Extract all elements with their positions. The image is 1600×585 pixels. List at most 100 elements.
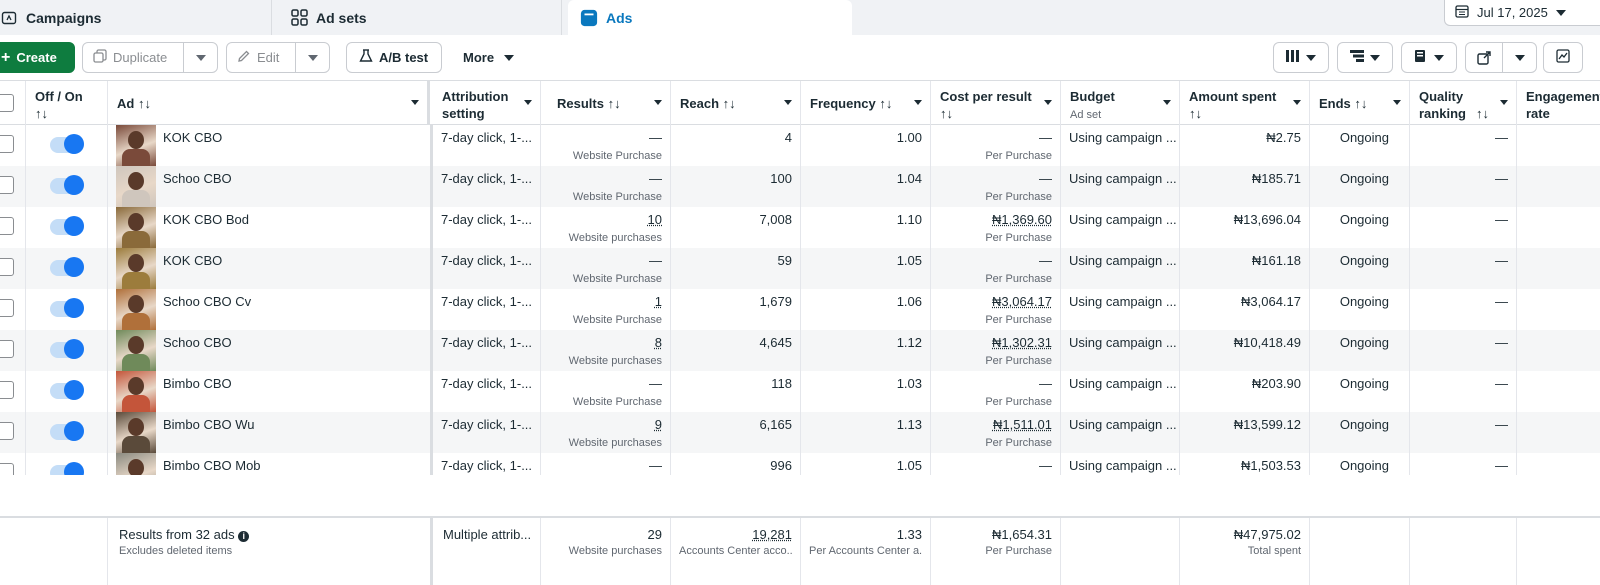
select-all-checkbox[interactable] xyxy=(0,94,14,112)
cell-amount-spent: ₦3,064.17 xyxy=(1180,289,1310,330)
ad-thumbnail[interactable] xyxy=(116,248,156,289)
cell-cost-per-result-value[interactable]: ₦3,064.17 xyxy=(992,294,1052,309)
ad-thumbnail[interactable] xyxy=(116,330,156,371)
row-checkbox[interactable] xyxy=(0,381,14,399)
ad-thumbnail[interactable] xyxy=(116,453,156,475)
duplicate-dropdown[interactable] xyxy=(183,43,217,72)
ad-thumbnail[interactable] xyxy=(116,289,156,330)
ad-name[interactable]: KOK CBO xyxy=(163,253,223,268)
export-dropdown[interactable] xyxy=(1502,43,1536,72)
cell-results-value[interactable]: 1 xyxy=(654,294,662,309)
header-ad[interactable]: Ad ↑↓ xyxy=(108,81,430,125)
header-cost-per-result[interactable]: Cost per result ↑↓ xyxy=(931,81,1061,125)
table-row[interactable]: Bimbo CBO Wu 7-day click, 1-... 9 Website p… xyxy=(0,412,1600,453)
ad-toggle-knob[interactable] xyxy=(64,421,84,441)
cell-ad[interactable]: KOK CBO xyxy=(108,125,433,166)
row-checkbox[interactable] xyxy=(0,463,14,475)
header-engagement-ranking[interactable]: Engagement rate ranking xyxy=(1517,81,1600,125)
export-button[interactable] xyxy=(1465,42,1537,73)
table-row[interactable]: Bimbo CBO 7-day click, 1-... — Website Purc… xyxy=(0,371,1600,412)
tab-adsets[interactable]: Ad sets xyxy=(276,0,562,35)
ad-name[interactable]: Schoo CBO Cv xyxy=(163,294,252,309)
header-ends[interactable]: Ends ↑↓ xyxy=(1310,81,1410,125)
cell-select xyxy=(0,207,26,248)
table-row[interactable]: KOK CBO 7-day click, 1-... — Website Purcha… xyxy=(0,125,1600,166)
chevron-down-icon xyxy=(1293,100,1301,105)
row-checkbox[interactable] xyxy=(0,340,14,358)
table-row[interactable]: KOK CBO Bod 7-day click, 1-... 10 Website p… xyxy=(0,207,1600,248)
cell-results-value[interactable]: 9 xyxy=(654,417,662,432)
cell-cost-per-result-value[interactable]: ₦1,511.01 xyxy=(992,417,1052,432)
cell-cost-per-result-value[interactable]: ₦1,369.60 xyxy=(992,212,1052,227)
row-checkbox[interactable] xyxy=(0,217,14,235)
cell-ad[interactable]: Bimbo CBO Wu xyxy=(108,412,433,453)
ad-name[interactable]: KOK CBO xyxy=(163,130,223,145)
cell-ad[interactable]: Schoo CBO xyxy=(108,166,433,207)
ad-toggle-knob[interactable] xyxy=(64,134,84,154)
cell-reach-value: 59 xyxy=(777,253,792,268)
ad-thumbnail[interactable] xyxy=(116,125,156,166)
tab-ads[interactable]: Ads xyxy=(568,0,852,35)
cell-ad[interactable]: KOK CBO Bod xyxy=(108,207,433,248)
more-button[interactable]: More xyxy=(450,42,526,73)
ad-name[interactable]: Schoo CBO xyxy=(163,171,232,186)
cell-ad[interactable]: Bimbo CBO xyxy=(108,371,433,412)
cell-ad[interactable]: Bimbo CBO Mob xyxy=(108,453,433,475)
ab-test-button[interactable]: A/B test xyxy=(346,42,442,73)
row-checkbox[interactable] xyxy=(0,258,14,276)
tab-campaigns[interactable]: Campaigns xyxy=(0,0,272,35)
cell-ad[interactable]: KOK CBO xyxy=(108,248,433,289)
cell-amount-spent: ₦203.90 xyxy=(1180,371,1310,412)
chart-button[interactable] xyxy=(1543,42,1583,73)
header-results[interactable]: Results ↑↓ xyxy=(541,81,671,125)
ad-toggle-knob[interactable] xyxy=(64,216,84,236)
header-reach[interactable]: Reach ↑↓ xyxy=(671,81,801,125)
cell-results-value[interactable]: 10 xyxy=(647,212,662,227)
footer-quality xyxy=(1410,518,1517,585)
row-checkbox[interactable] xyxy=(0,135,14,153)
ad-name[interactable]: Bimbo CBO xyxy=(163,376,232,391)
table-row[interactable]: Schoo CBO Cv 7-day click, 1-... 1 Website P… xyxy=(0,289,1600,330)
table-row[interactable]: Bimbo CBO Mob 7-day click, 1-... —Website … xyxy=(0,453,1600,475)
ad-name[interactable]: KOK CBO Bod xyxy=(163,212,249,227)
table-row[interactable]: Schoo CBO 7-day click, 1-... 8 Website purc… xyxy=(0,330,1600,371)
ad-toggle-knob[interactable] xyxy=(64,339,84,359)
ad-toggle-knob[interactable] xyxy=(64,380,84,400)
columns-button[interactable] xyxy=(1273,42,1329,73)
date-range-picker[interactable]: Jul 17, 2025 xyxy=(1444,0,1600,26)
edit-dropdown[interactable] xyxy=(295,43,329,72)
edit-button[interactable]: Edit xyxy=(226,42,330,73)
table-row[interactable]: KOK CBO 7-day click, 1-... — Website Purcha… xyxy=(0,248,1600,289)
ad-name[interactable]: Schoo CBO xyxy=(163,335,232,350)
header-frequency[interactable]: Frequency ↑↓ xyxy=(801,81,931,125)
cell-cost-per-result-value[interactable]: ₦1,302.31 xyxy=(992,335,1052,350)
header-quality-ranking[interactable]: Quality ranking ↑↓ xyxy=(1410,81,1517,125)
ad-toggle-knob[interactable] xyxy=(64,257,84,277)
breakdown-button[interactable] xyxy=(1337,42,1393,73)
ad-name[interactable]: Bimbo CBO Mob xyxy=(163,458,261,473)
ad-thumbnail[interactable] xyxy=(116,166,156,207)
row-checkbox[interactable] xyxy=(0,422,14,440)
cell-ad[interactable]: Schoo CBO Cv xyxy=(108,289,433,330)
duplicate-button[interactable]: Duplicate xyxy=(82,42,218,73)
cell-ad[interactable]: Schoo CBO xyxy=(108,330,433,371)
info-icon[interactable]: i xyxy=(238,531,250,542)
ad-thumbnail[interactable] xyxy=(116,207,156,248)
cell-results-value[interactable]: 8 xyxy=(654,335,662,350)
ad-thumbnail[interactable] xyxy=(116,371,156,412)
row-checkbox[interactable] xyxy=(0,299,14,317)
create-button[interactable]: + Create xyxy=(0,42,75,73)
row-checkbox[interactable] xyxy=(0,176,14,194)
header-amount-spent[interactable]: Amount spent ↑↓ xyxy=(1180,81,1310,125)
ad-toggle-knob[interactable] xyxy=(64,298,84,318)
header-off-on[interactable]: Off / On ↑↓ xyxy=(26,81,108,125)
header-attribution[interactable]: Attribution setting xyxy=(433,81,541,125)
ad-thumbnail[interactable] xyxy=(116,412,156,453)
ad-toggle-knob[interactable] xyxy=(64,462,84,475)
table-row[interactable]: Schoo CBO 7-day click, 1-... — Website Purc… xyxy=(0,166,1600,207)
header-budget[interactable]: Budget Ad set xyxy=(1061,81,1180,125)
reports-button[interactable] xyxy=(1401,42,1457,73)
ad-toggle-knob[interactable] xyxy=(64,175,84,195)
ad-name[interactable]: Bimbo CBO Wu xyxy=(163,417,255,432)
